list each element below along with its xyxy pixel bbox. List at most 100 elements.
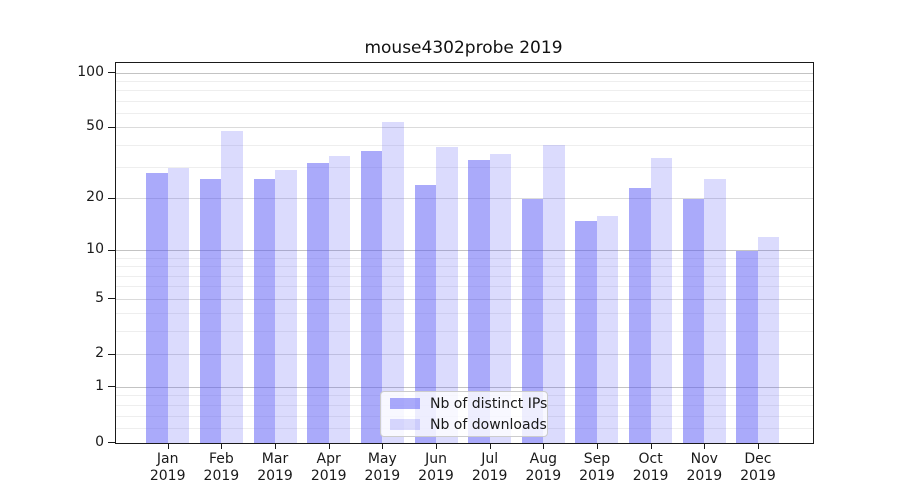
gridline-y-8 bbox=[116, 266, 813, 268]
x-tick-label-dec: Dec 2019 bbox=[730, 451, 786, 485]
y-tick-mark-10 bbox=[108, 249, 115, 251]
y-tick-label-20: 20 bbox=[86, 189, 104, 206]
bar-downloads-aug bbox=[543, 145, 565, 443]
x-tick-month: Dec bbox=[744, 451, 772, 467]
x-tick-year: 2019 bbox=[149, 468, 186, 484]
gridline-y-3 bbox=[116, 331, 813, 333]
x-tick-month: Jun bbox=[425, 451, 447, 467]
x-tick-year: 2019 bbox=[310, 468, 347, 484]
x-tick-mark-nov bbox=[704, 444, 706, 449]
x-tick-mark-oct bbox=[650, 444, 652, 449]
gridline-y-100 bbox=[116, 72, 813, 74]
gridline-y-7 bbox=[116, 275, 813, 277]
x-tick-year: 2019 bbox=[740, 468, 776, 484]
x-tick-label-jun: Jun 2019 bbox=[408, 451, 464, 485]
gridline-y-90 bbox=[116, 80, 813, 82]
x-tick-month: Feb bbox=[208, 451, 234, 467]
y-tick-mark-50 bbox=[108, 126, 115, 128]
x-tick-label-feb: Feb 2019 bbox=[193, 451, 249, 485]
x-tick-label-may: May 2019 bbox=[354, 451, 410, 485]
y-tick-mark-20 bbox=[108, 197, 115, 199]
gridline-y-4 bbox=[116, 313, 813, 315]
gridline-y-80 bbox=[116, 90, 813, 92]
y-tick-mark-2 bbox=[108, 353, 115, 355]
x-tick-month: Mar bbox=[261, 451, 289, 467]
legend-label-distinct-ips: Nb of distinct IPs bbox=[430, 395, 548, 412]
x-tick-label-sep: Sep 2019 bbox=[569, 451, 625, 485]
x-tick-label-jul: Jul 2019 bbox=[462, 451, 518, 485]
x-tick-year: 2019 bbox=[471, 468, 508, 484]
y-tick-label-2: 2 bbox=[95, 345, 104, 362]
bar-distinct-ips-may bbox=[360, 151, 383, 443]
x-tick-mark-dec bbox=[757, 444, 759, 449]
y-tick-label-1: 1 bbox=[95, 377, 104, 394]
y-tick-label-10: 10 bbox=[86, 241, 104, 258]
y-tick-mark-1 bbox=[108, 386, 115, 388]
y-tick-mark-100 bbox=[108, 72, 115, 73]
bar-distinct-ips-mar bbox=[253, 178, 276, 443]
bar-downloads-apr bbox=[328, 155, 351, 443]
bar-distinct-ips-oct bbox=[629, 188, 651, 443]
legend: Nb of distinct IPs Nb of downloads bbox=[380, 391, 548, 437]
x-tick-label-jan: Jan 2019 bbox=[140, 451, 196, 485]
x-tick-month: Nov bbox=[690, 451, 718, 467]
bar-downloads-sep bbox=[596, 215, 619, 443]
x-tick-year: 2019 bbox=[203, 468, 240, 484]
x-tick-month: Aug bbox=[529, 451, 557, 467]
bar-distinct-ips-nov bbox=[682, 198, 705, 443]
gridline-y-1 bbox=[116, 386, 813, 388]
gridline-y-9 bbox=[116, 257, 813, 259]
x-tick-label-nov: Nov 2019 bbox=[676, 451, 732, 485]
x-tick-year: 2019 bbox=[364, 468, 401, 484]
x-tick-mark-mar bbox=[275, 444, 277, 449]
x-tick-year: 2019 bbox=[257, 468, 293, 484]
x-tick-mark-sep bbox=[596, 444, 598, 449]
x-tick-label-mar: Mar 2019 bbox=[247, 451, 303, 485]
plot-area: Nb of distinct IPs Nb of downloads bbox=[115, 62, 814, 444]
bar-downloads-feb bbox=[221, 130, 243, 443]
gridline-y-40 bbox=[116, 144, 813, 146]
gridline-y-6 bbox=[116, 286, 813, 288]
gridline-y-30 bbox=[116, 167, 813, 169]
x-tick-label-oct: Oct 2019 bbox=[623, 451, 679, 485]
x-tick-month: Oct bbox=[638, 451, 663, 467]
chart-title: mouse4302probe 2019 bbox=[364, 38, 563, 58]
legend-swatch-distinct-ips bbox=[390, 398, 420, 409]
bar-distinct-ips-aug bbox=[521, 198, 544, 443]
x-tick-label-aug: Aug 2019 bbox=[515, 451, 571, 485]
bar-distinct-ips-jan bbox=[146, 173, 168, 443]
x-tick-year: 2019 bbox=[525, 468, 562, 484]
x-tick-month: May bbox=[367, 451, 397, 467]
y-tick-label-0: 0 bbox=[95, 433, 104, 450]
x-tick-mark-jun bbox=[436, 444, 437, 449]
gridline-y-70 bbox=[116, 100, 813, 102]
y-tick-mark-0 bbox=[108, 442, 115, 443]
x-tick-mark-apr bbox=[328, 444, 330, 449]
bar-downloads-jan bbox=[167, 167, 190, 443]
x-tick-mark-feb bbox=[221, 444, 223, 449]
x-tick-month: Jul bbox=[481, 451, 499, 467]
legend-label-downloads: Nb of downloads bbox=[430, 416, 547, 433]
bar-downloads-mar bbox=[275, 170, 297, 443]
x-tick-month: Jan bbox=[156, 451, 179, 467]
x-tick-month: Sep bbox=[583, 451, 611, 467]
gridline-y-20 bbox=[116, 198, 813, 200]
bar-downloads-jun bbox=[436, 147, 458, 443]
gridline-y-50 bbox=[116, 127, 813, 129]
legend-swatch-downloads bbox=[390, 419, 420, 430]
legend-row-downloads: Nb of downloads bbox=[381, 416, 547, 434]
bar-downloads-nov bbox=[704, 178, 726, 443]
gridline-y-5 bbox=[116, 298, 813, 300]
bar-distinct-ips-jun bbox=[414, 184, 436, 443]
x-tick-year: 2019 bbox=[418, 468, 454, 484]
x-tick-year: 2019 bbox=[579, 468, 615, 484]
bar-distinct-ips-sep bbox=[575, 220, 597, 443]
x-tick-label-apr: Apr 2019 bbox=[301, 451, 357, 485]
bar-distinct-ips-feb bbox=[199, 178, 222, 443]
x-tick-mark-jul bbox=[489, 444, 491, 449]
gridline-y-2 bbox=[116, 354, 813, 356]
x-tick-mark-aug bbox=[543, 444, 545, 449]
gridline-y-60 bbox=[116, 112, 813, 114]
bar-downloads-dec bbox=[757, 237, 780, 443]
